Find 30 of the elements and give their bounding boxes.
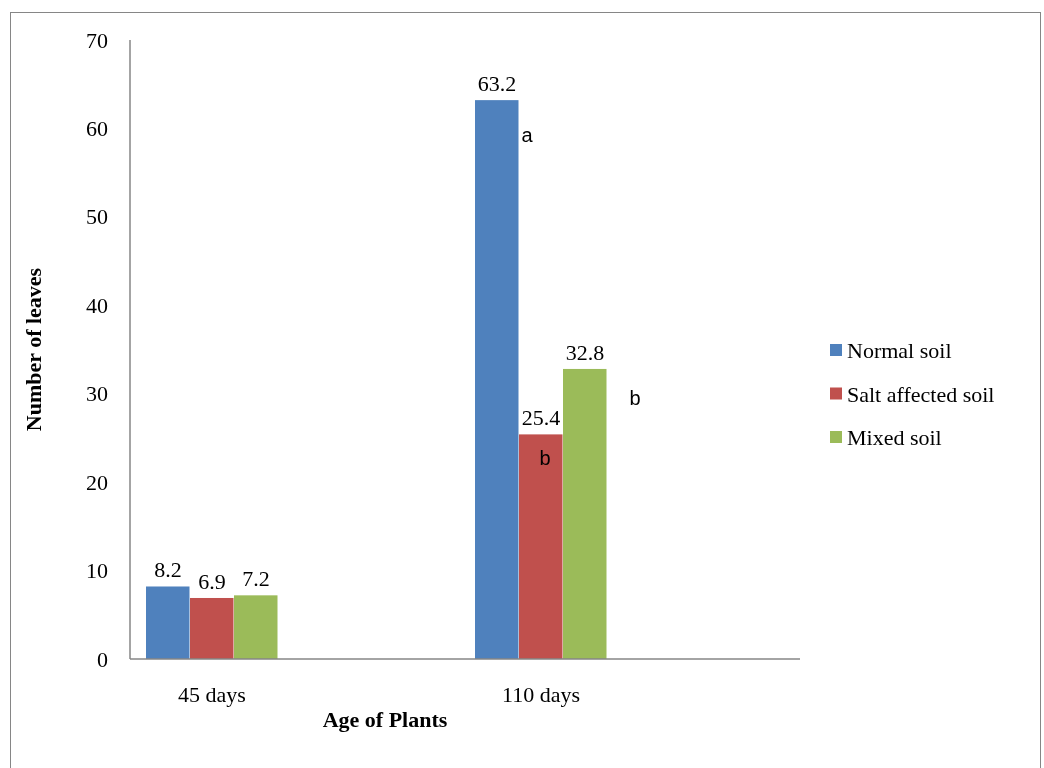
bar (519, 434, 563, 659)
annotation: b (629, 387, 641, 409)
bar (475, 100, 519, 659)
annotation: b (539, 447, 551, 469)
y-tick-label: 10 (86, 558, 108, 584)
y-tick-label: 20 (86, 469, 108, 495)
x-axis-title: Age of Plants (322, 706, 448, 732)
y-tick-label: 40 (86, 292, 108, 318)
data-label: 63.2 (477, 71, 517, 97)
bar (234, 595, 278, 659)
annotation: a (521, 124, 534, 146)
x-tick-label: 45 days (178, 681, 246, 707)
legend-label: Mixed soil (847, 424, 942, 450)
bar (563, 368, 607, 659)
legend-label: Salt affected soil (847, 381, 995, 406)
data-label: 6.9 (198, 568, 226, 594)
y-tick-label: 70 (86, 27, 108, 53)
y-tick-label: 30 (86, 381, 108, 407)
data-label: 8.2 (154, 557, 182, 583)
data-label: 25.4 (521, 405, 561, 431)
y-axis-title: Number of leaves (20, 267, 46, 432)
bar (190, 597, 234, 659)
x-tick-label: 110 days (501, 681, 581, 707)
bar (146, 586, 190, 659)
data-label: 7.2 (242, 566, 270, 592)
legend-label: Normal soil (847, 337, 952, 363)
y-tick-label: 0 (97, 646, 108, 672)
y-tick-label: 60 (86, 115, 108, 141)
y-tick-label: 50 (86, 204, 108, 230)
data-label: 32.8 (565, 339, 605, 365)
